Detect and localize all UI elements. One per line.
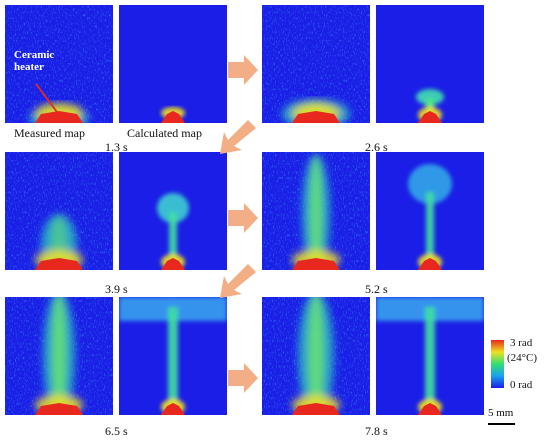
- time-label-1: 1.3 s: [105, 140, 128, 154]
- annotation-line-2: heater: [14, 60, 44, 73]
- time-label-6: 7.8 s: [365, 424, 388, 438]
- hot-spot: [292, 403, 340, 415]
- arrow-right-3: [228, 363, 258, 393]
- colorbar: [491, 340, 504, 388]
- arrow-diagonal-1: [220, 120, 256, 154]
- calculated-map-panel-6: [376, 297, 484, 415]
- measured-map-panel-2: [262, 5, 370, 123]
- measured-map-panel-1: [5, 5, 113, 123]
- hot-spot: [292, 111, 340, 123]
- time-label-3: 3.9 s: [105, 282, 128, 296]
- measured-map-label: Measured map: [14, 126, 85, 140]
- calculated-map-panel-3: [119, 152, 227, 270]
- calculated-map-panel-4: [376, 152, 484, 270]
- measured-map-panel-4: [262, 152, 370, 270]
- hot-spot: [418, 111, 442, 123]
- arrow-diagonal-2: [220, 264, 256, 298]
- time-label-5: 6.5 s: [105, 424, 128, 438]
- colorbar-min-label: 0 rad: [510, 379, 533, 391]
- measured-map-panel-5: [5, 297, 113, 415]
- time-label-2: 2.6 s: [365, 140, 388, 154]
- hot-spot: [418, 403, 442, 415]
- calculated-map-panel-2: [376, 5, 484, 123]
- hot-spot: [292, 258, 340, 270]
- colorbar-max-label: 3 rad: [510, 337, 533, 349]
- colorbar-max-sub: (24°C): [507, 352, 538, 364]
- arrow-right-1: [228, 55, 258, 85]
- hot-spot: [35, 258, 83, 270]
- hot-spot: [35, 111, 83, 123]
- hot-spot: [35, 403, 83, 415]
- measured-map-panel-3: [5, 152, 113, 270]
- hot-spot: [418, 258, 442, 270]
- ceramic-heater-annotation: Ceramic heater: [14, 49, 55, 73]
- calculated-map-panel-1: [119, 5, 227, 123]
- hot-spot: [161, 258, 185, 270]
- hot-spot: [161, 111, 185, 123]
- time-label-4: 5.2 s: [365, 282, 388, 296]
- heater-pointer: [35, 83, 61, 117]
- calculated-map-label: Calculated map: [127, 126, 202, 140]
- annotation-line-1: Ceramic: [14, 49, 55, 61]
- arrow-right-2: [228, 203, 258, 233]
- calculated-map-panel-5: [119, 297, 227, 415]
- scale-bar-label: 5 mm: [488, 407, 514, 419]
- measured-map-panel-6: [262, 297, 370, 415]
- hot-spot: [161, 403, 185, 415]
